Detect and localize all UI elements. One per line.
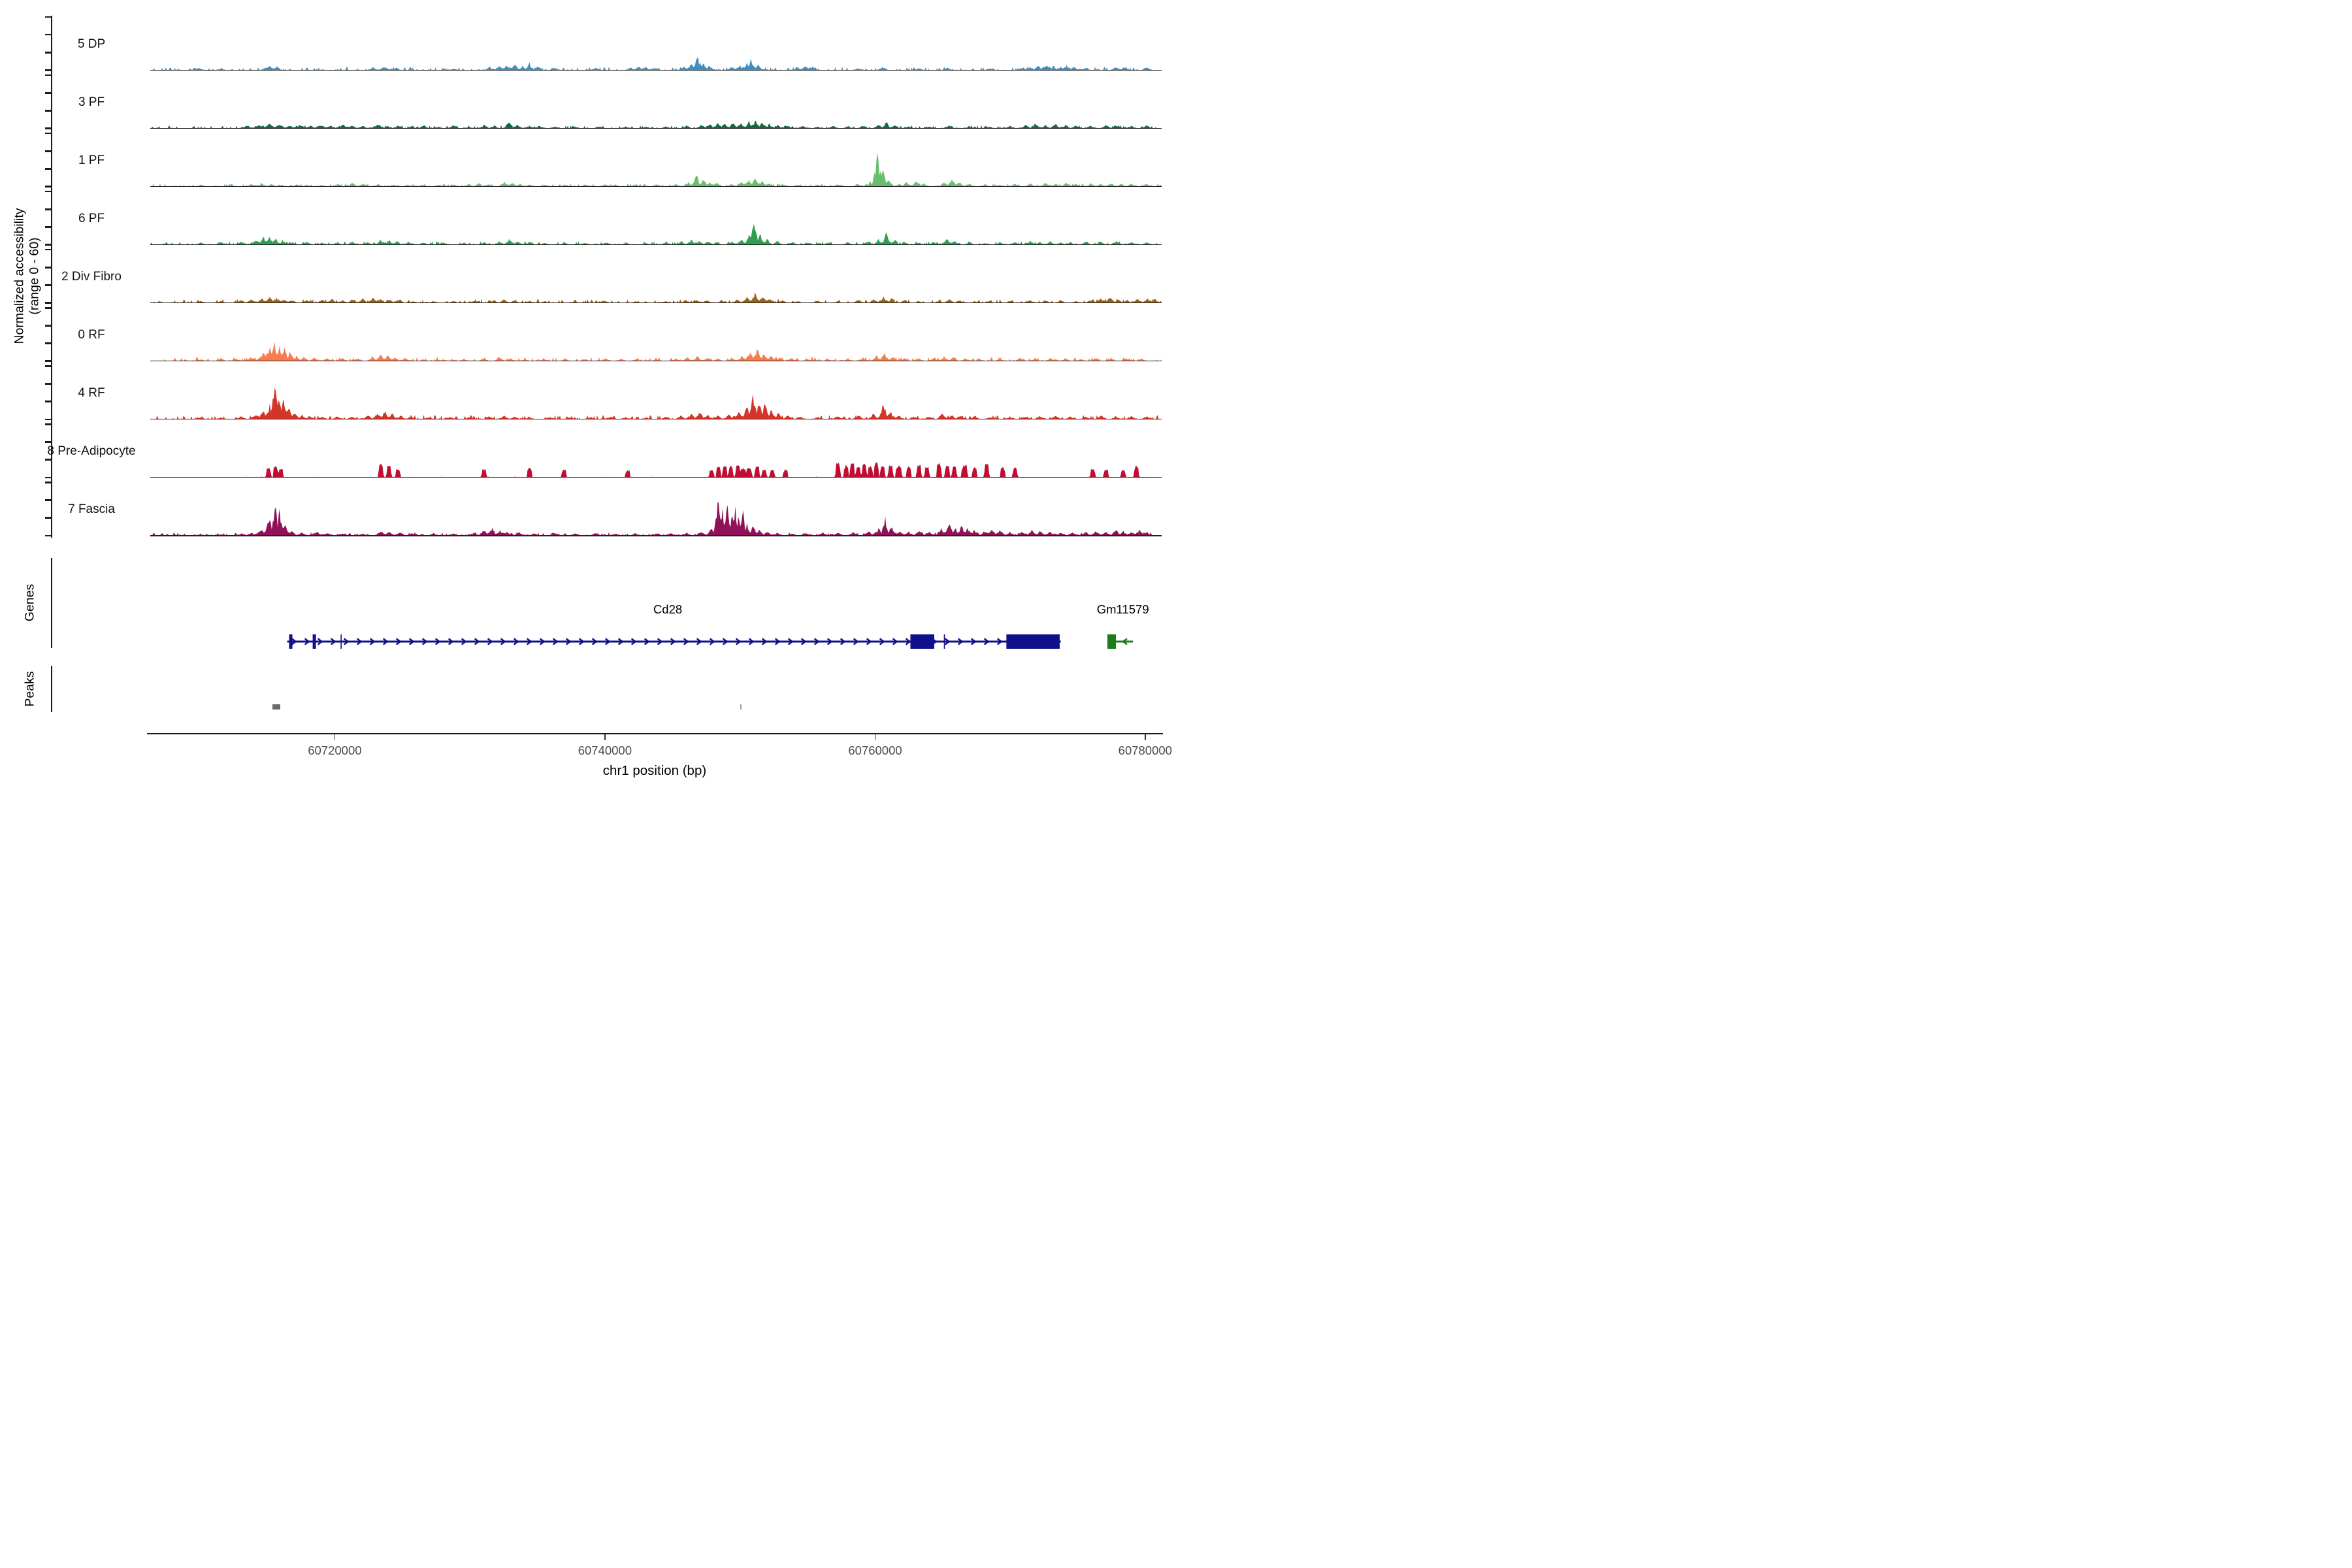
y-axis-tick [44,423,52,425]
y-axis-tick [44,476,52,479]
track-baseline [150,186,1162,188]
track-label: 3 PF [78,95,105,109]
track-signal [150,501,1162,536]
y-axis-tick [44,226,52,228]
gene-name-label: Cd28 [653,602,683,616]
y-axis-title: Normalized accessibility [12,208,27,344]
track-signal [150,56,1162,71]
y-axis-tick [44,208,52,210]
track-label: 2 Div Fibro [61,269,122,284]
track-label: 1 PF [78,153,105,167]
track-signal [150,387,1162,419]
y-axis-tick [44,190,52,193]
y-axis-line-accessibility [50,16,53,538]
x-axis-title: chr1 position (bp) [602,763,707,778]
y-axis-tick [44,482,52,483]
y-axis-tick [44,267,52,269]
track-label: 4 RF [78,385,105,400]
track-baseline [150,127,1162,129]
y-axis-tick [44,360,52,363]
peak-interval [740,704,742,710]
y-axis-tick [44,110,52,112]
track-baseline [150,69,1162,71]
x-axis-tick [874,734,876,740]
y-axis-tick [44,534,52,537]
y-axis-tick [44,186,52,188]
x-axis-tick [1145,734,1146,740]
track-label: 7 Fascia [68,502,115,516]
track-signal [150,462,1162,478]
track-baseline [150,244,1162,246]
track-signal [150,291,1162,303]
track-signal [150,223,1162,245]
x-axis-tick-label: 60780000 [1118,743,1172,757]
x-axis-tick [334,734,336,740]
y-axis-tick [44,69,52,71]
y-axis-tick [44,365,52,367]
y-axis-tick [44,499,52,501]
gene-name-label: Gm11579 [1096,602,1149,616]
y-axis-line-peaks [50,665,53,712]
gene-models-svg [287,634,1133,649]
y-axis-tick [44,306,52,309]
track-label: 6 PF [78,211,105,225]
y-axis-tick [44,150,52,152]
track-baseline [150,535,1162,536]
y-axis-tick [44,132,52,135]
y-axis-tick [44,441,52,443]
track-signal [150,152,1162,187]
y-axis-tick [44,248,52,251]
x-axis-tick [604,734,606,740]
y-axis-tick [44,342,52,344]
y-axis-tick [44,127,52,129]
y-axis-tick [44,383,52,385]
track-label: 5 DP [77,37,106,51]
y-axis-tick [44,74,52,76]
track-signal [150,120,1162,129]
y-axis-tick [44,325,52,327]
track-baseline [150,302,1162,304]
x-axis-line [147,732,1163,735]
y-axis-tick [44,459,52,461]
y-axis-tick [44,16,52,18]
x-axis-tick-label: 60760000 [848,743,902,757]
y-axis-line-genes [50,558,53,648]
track-signal [150,342,1162,361]
y-axis-tick [44,33,52,36]
y-axis-tick [44,400,52,402]
track-label: 8 Pre-Adipocyte [47,444,136,458]
y-axis-tick [44,244,52,246]
y-axis-tick [44,302,52,304]
track-baseline [150,477,1162,478]
y-axis-tick [44,91,52,94]
track-label: 0 RF [78,327,105,342]
x-axis-tick-label: 60720000 [308,743,362,757]
y-axis-tick [44,168,52,170]
peaks-section-label: Peaks [22,671,37,707]
y-axis-tick [44,284,52,286]
y-axis-tick [44,517,52,519]
y-axis-tick [44,52,52,54]
genome-coverage-figure: Normalized accessibility (range 0 - 60) … [0,0,1176,784]
x-axis-tick-label: 60740000 [578,743,632,757]
peak-interval [272,704,281,710]
y-axis-tick [44,418,52,421]
